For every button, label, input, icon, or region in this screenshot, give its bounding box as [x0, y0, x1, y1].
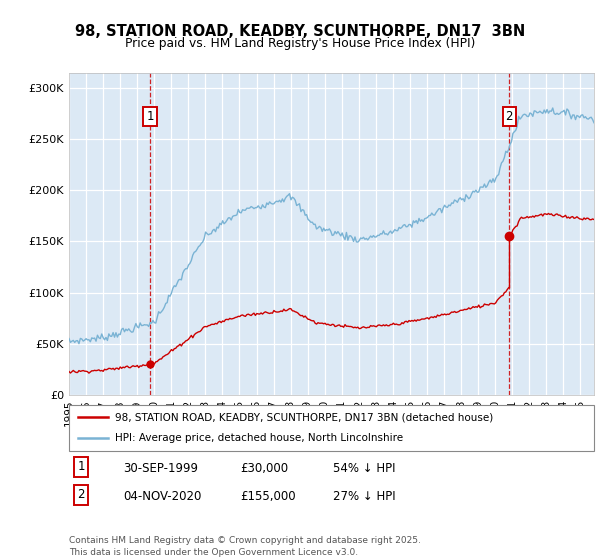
Text: Price paid vs. HM Land Registry's House Price Index (HPI): Price paid vs. HM Land Registry's House … — [125, 37, 475, 50]
Text: 54% ↓ HPI: 54% ↓ HPI — [333, 462, 395, 475]
Text: £155,000: £155,000 — [240, 490, 296, 503]
Text: 1: 1 — [77, 460, 85, 473]
Text: 2: 2 — [77, 488, 85, 501]
Text: Contains HM Land Registry data © Crown copyright and database right 2025.
This d: Contains HM Land Registry data © Crown c… — [69, 536, 421, 557]
Text: £30,000: £30,000 — [240, 462, 288, 475]
Text: 2: 2 — [506, 110, 513, 123]
Text: HPI: Average price, detached house, North Lincolnshire: HPI: Average price, detached house, Nort… — [115, 433, 403, 444]
Text: 27% ↓ HPI: 27% ↓ HPI — [333, 490, 395, 503]
Text: 1: 1 — [146, 110, 154, 123]
Text: 98, STATION ROAD, KEADBY, SCUNTHORPE, DN17 3BN (detached house): 98, STATION ROAD, KEADBY, SCUNTHORPE, DN… — [115, 412, 493, 422]
Text: 98, STATION ROAD, KEADBY, SCUNTHORPE, DN17  3BN: 98, STATION ROAD, KEADBY, SCUNTHORPE, DN… — [75, 24, 525, 39]
Text: 04-NOV-2020: 04-NOV-2020 — [123, 490, 202, 503]
Text: 30-SEP-1999: 30-SEP-1999 — [123, 462, 198, 475]
FancyBboxPatch shape — [69, 405, 594, 451]
